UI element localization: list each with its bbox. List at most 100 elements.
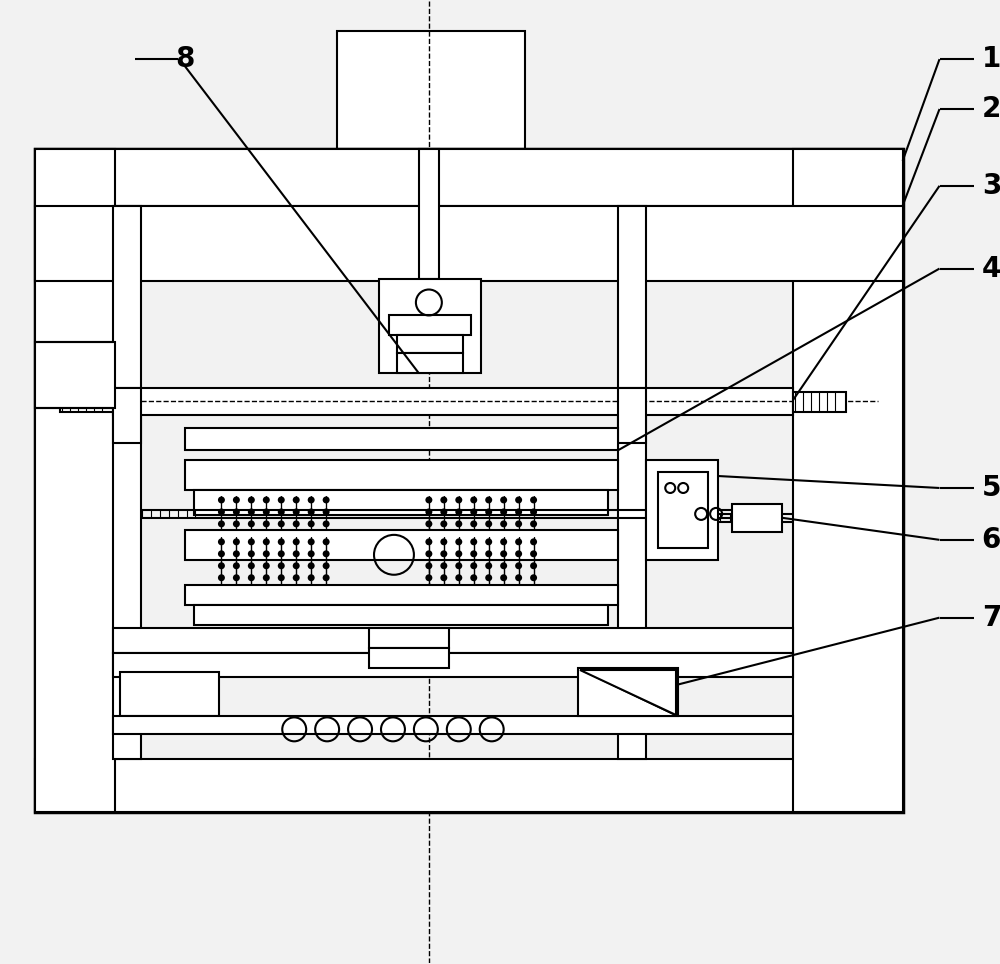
Bar (113, 388, 141, 443)
Circle shape (233, 562, 240, 570)
Text: 1: 1 (982, 45, 1000, 73)
Circle shape (500, 538, 507, 546)
Bar (397, 335, 463, 354)
Circle shape (440, 550, 447, 557)
Circle shape (455, 496, 462, 503)
Circle shape (293, 550, 300, 557)
Circle shape (440, 521, 447, 527)
Circle shape (308, 521, 315, 527)
Bar (35, 760, 903, 812)
Circle shape (515, 538, 522, 546)
Circle shape (515, 496, 522, 503)
Circle shape (500, 521, 507, 527)
Circle shape (425, 521, 432, 527)
Circle shape (248, 496, 255, 503)
Circle shape (470, 538, 477, 546)
Circle shape (218, 538, 225, 546)
Bar (369, 648, 449, 667)
Circle shape (455, 538, 462, 546)
Circle shape (440, 538, 447, 546)
Text: 2: 2 (982, 95, 1000, 123)
Text: 3: 3 (982, 172, 1000, 200)
Circle shape (425, 575, 432, 581)
Bar (113, 628, 793, 653)
Circle shape (470, 496, 477, 503)
Circle shape (515, 521, 522, 527)
Circle shape (218, 521, 225, 527)
Circle shape (248, 508, 255, 516)
Circle shape (263, 575, 270, 581)
Circle shape (485, 496, 492, 503)
Circle shape (218, 550, 225, 557)
Bar (194, 604, 608, 625)
Circle shape (440, 508, 447, 516)
Circle shape (440, 562, 447, 570)
Circle shape (455, 508, 462, 516)
Circle shape (500, 575, 507, 581)
Circle shape (500, 562, 507, 570)
Circle shape (308, 538, 315, 546)
Circle shape (530, 550, 537, 557)
Circle shape (323, 550, 330, 557)
Circle shape (293, 496, 300, 503)
Bar (120, 672, 219, 716)
Bar (369, 628, 449, 648)
Bar (389, 315, 471, 335)
Bar (618, 205, 646, 760)
Circle shape (425, 550, 432, 557)
Circle shape (293, 508, 300, 516)
Circle shape (530, 562, 537, 570)
Bar (732, 504, 782, 532)
Circle shape (323, 496, 330, 503)
Circle shape (530, 508, 537, 516)
Circle shape (263, 508, 270, 516)
Circle shape (500, 508, 507, 516)
Circle shape (293, 538, 300, 546)
Bar (113, 205, 141, 760)
Circle shape (470, 521, 477, 527)
Circle shape (455, 550, 462, 557)
Circle shape (515, 575, 522, 581)
Circle shape (500, 496, 507, 503)
Circle shape (308, 562, 315, 570)
Circle shape (233, 508, 240, 516)
Circle shape (530, 575, 537, 581)
Bar (793, 392, 846, 413)
Text: 7: 7 (982, 603, 1000, 631)
Bar (35, 148, 903, 812)
Bar (35, 205, 903, 281)
Circle shape (248, 538, 255, 546)
Bar (185, 585, 618, 604)
Polygon shape (580, 670, 676, 715)
Circle shape (218, 575, 225, 581)
Bar (185, 530, 618, 560)
Circle shape (515, 550, 522, 557)
Bar (35, 148, 115, 812)
Bar (793, 148, 903, 812)
Circle shape (425, 562, 432, 570)
Circle shape (278, 496, 285, 503)
Circle shape (470, 575, 477, 581)
Circle shape (233, 538, 240, 546)
Bar (658, 472, 708, 548)
Circle shape (263, 550, 270, 557)
Circle shape (470, 562, 477, 570)
Circle shape (278, 562, 285, 570)
Circle shape (293, 521, 300, 527)
Text: 4: 4 (982, 254, 1000, 282)
Circle shape (233, 496, 240, 503)
Circle shape (323, 575, 330, 581)
Bar (185, 460, 618, 490)
Circle shape (323, 521, 330, 527)
Bar (397, 354, 463, 373)
Bar (113, 388, 793, 415)
Circle shape (248, 562, 255, 570)
Bar (646, 460, 718, 560)
Bar (35, 342, 115, 408)
Bar (113, 716, 793, 735)
Bar (35, 148, 903, 205)
Circle shape (470, 550, 477, 557)
Circle shape (278, 538, 285, 546)
Bar (618, 388, 646, 443)
Circle shape (308, 508, 315, 516)
